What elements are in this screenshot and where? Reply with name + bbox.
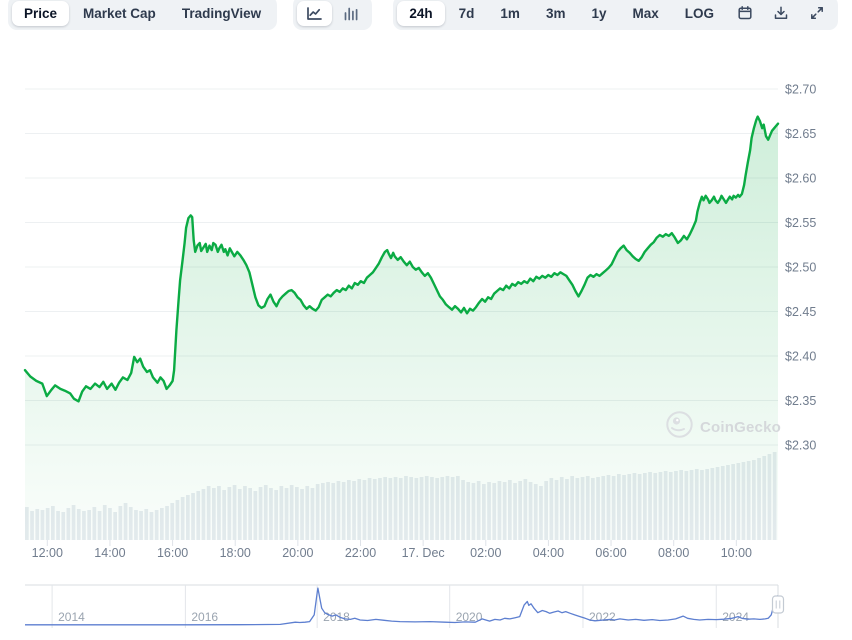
y-axis-label: $2.40 (785, 350, 816, 364)
x-axis-label: 04:00 (533, 546, 564, 560)
y-axis-label: $2.70 (785, 83, 816, 97)
navigator-handle[interactable] (771, 595, 785, 614)
range-1y-button[interactable]: 1y (579, 1, 618, 26)
x-axis-label: 10:00 (721, 546, 752, 560)
log-scale-button[interactable]: LOG (673, 1, 726, 26)
tab-price[interactable]: Price (12, 0, 70, 26)
x-axis-label: 08:00 (658, 546, 689, 560)
y-axis-label: $2.65 (785, 127, 816, 141)
x-axis-label: 22:00 (345, 546, 376, 560)
y-axis-label: $2.60 (785, 172, 816, 186)
bar-chart-type-button[interactable] (334, 1, 368, 26)
price-area-fill (25, 116, 778, 540)
range-max-button[interactable]: Max (620, 1, 670, 26)
year-label: 2016 (191, 610, 218, 624)
x-axis-label: 17. Dec (402, 546, 445, 560)
calendar-button[interactable] (728, 1, 762, 26)
range-3m-button[interactable]: 3m (534, 1, 578, 26)
download-button[interactable] (764, 1, 798, 26)
y-axis-label: $2.35 (785, 394, 816, 408)
x-axis-label: 12:00 (32, 546, 63, 560)
metric-tab-group: Price Market Cap TradingView (8, 0, 278, 30)
chart-type-group (293, 0, 372, 30)
range-1m-button[interactable]: 1m (488, 1, 532, 26)
year-label: 2018 (323, 610, 350, 624)
year-label: 2014 (58, 610, 85, 624)
year-label: 2020 (456, 610, 483, 624)
x-axis-label: 02:00 (470, 546, 501, 560)
range-7d-button[interactable]: 7d (447, 1, 487, 26)
y-axis-label: $2.30 (785, 439, 816, 453)
x-axis-label: 20:00 (282, 546, 313, 560)
calendar-icon (737, 5, 753, 21)
y-axis-label: $2.45 (785, 305, 816, 319)
download-icon (773, 5, 789, 21)
x-axis-label: 06:00 (595, 546, 626, 560)
x-axis-label: 14:00 (94, 546, 125, 560)
price-line (23, 115, 780, 403)
y-axis-label: $2.50 (785, 261, 816, 275)
year-label: 2022 (589, 610, 616, 624)
x-axis-label: 18:00 (220, 546, 251, 560)
fullscreen-button[interactable] (800, 1, 834, 26)
line-chart-icon (306, 6, 323, 21)
range-24h-button[interactable]: 24h (397, 0, 445, 26)
x-axis-label: 16:00 (157, 546, 188, 560)
tab-market-cap[interactable]: Market Cap (71, 1, 168, 26)
y-axis-label: $2.55 (785, 216, 816, 230)
bar-chart-icon (343, 6, 359, 21)
chart-toolbar: Price Market Cap TradingView 24h 7d 1m 3… (0, 0, 852, 32)
fullscreen-icon (809, 5, 825, 21)
range-group: 24h 7d 1m 3m 1y Max LOG (393, 0, 838, 30)
tab-tradingview[interactable]: TradingView (170, 1, 273, 26)
line-chart-type-button[interactable] (297, 0, 332, 26)
navigator-line[interactable] (25, 587, 779, 626)
